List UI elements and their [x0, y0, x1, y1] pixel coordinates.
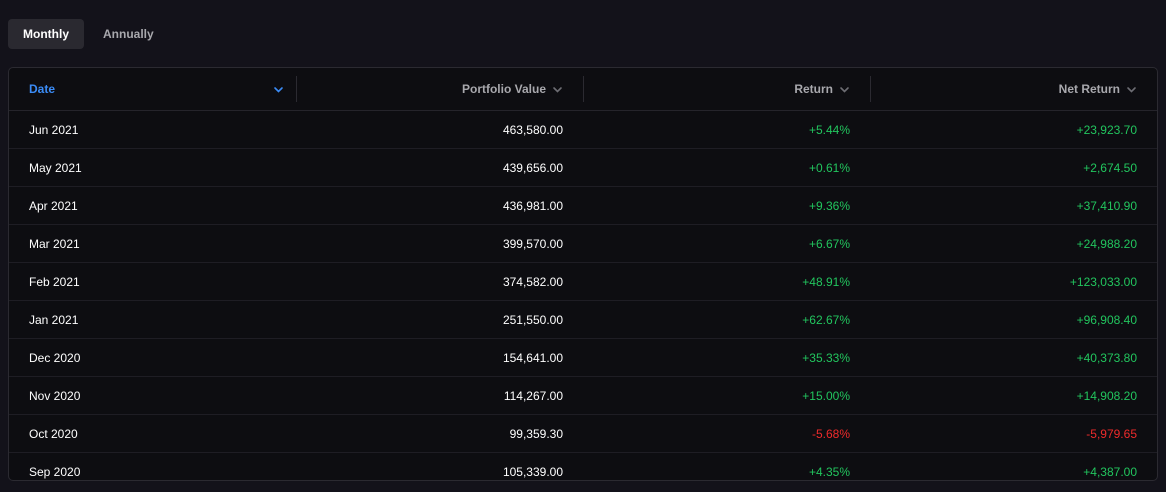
table-row: Dec 2020 154,641.00 +35.33% +40,373.80 — [9, 339, 1157, 377]
net-return-cell: +23,923.70 — [1076, 122, 1137, 137]
table-row: May 2021 439,656.00 +0.61% +2,674.50 — [9, 149, 1157, 187]
portfolio-value-cell: 463,580.00 — [502, 122, 563, 137]
net-return-cell: +123,033.00 — [1069, 274, 1137, 289]
table-row: Jan 2021 251,550.00 +62.67% +96,908.40 — [9, 301, 1157, 339]
net-return-cell: +37,410.90 — [1076, 198, 1137, 213]
portfolio-value-cell: 99,359.30 — [509, 426, 563, 441]
net-return-cell: +40,373.80 — [1076, 350, 1137, 365]
return-cell: +15.00% — [802, 388, 850, 403]
date-cell: Apr 2021 — [29, 198, 78, 213]
portfolio-value-cell: 105,339.00 — [502, 464, 563, 479]
chevron-down-icon — [552, 84, 563, 95]
date-cell: Nov 2020 — [29, 388, 81, 403]
chevron-down-icon — [1126, 84, 1137, 95]
portfolio-value-cell: 374,582.00 — [502, 274, 563, 289]
table-row: Jun 2021 463,580.00 +5.44% +23,923.70 — [9, 111, 1157, 149]
chevron-down-icon — [273, 84, 284, 95]
date-cell: Feb 2021 — [29, 274, 80, 289]
column-header-return-label: Return — [794, 82, 833, 96]
chevron-down-icon — [839, 84, 850, 95]
date-cell: Dec 2020 — [29, 350, 81, 365]
portfolio-value-cell: 436,981.00 — [502, 198, 563, 213]
column-header-return[interactable]: Return — [583, 68, 870, 110]
table-row: Oct 2020 99,359.30 -5.68% -5,979.65 — [9, 415, 1157, 453]
date-cell: Oct 2020 — [29, 426, 78, 441]
return-cell: +4.35% — [808, 464, 850, 479]
returns-table: Date Portfolio Value Return Net Return — [8, 67, 1158, 481]
portfolio-value-cell: 114,267.00 — [503, 388, 563, 403]
table-row: Nov 2020 114,267.00 +15.00% +14,908.20 — [9, 377, 1157, 415]
tab-annually[interactable]: Annually — [103, 27, 154, 41]
net-return-cell: +4,387.00 — [1083, 464, 1137, 479]
table-row: Sep 2020 105,339.00 +4.35% +4,387.00 — [9, 453, 1157, 480]
table-header: Date Portfolio Value Return Net Return — [9, 68, 1157, 111]
return-cell: -5.68% — [811, 426, 850, 441]
column-header-portfolio-value-label: Portfolio Value — [461, 82, 546, 96]
portfolio-value-cell: 251,550.00 — [502, 312, 563, 327]
table-row: Mar 2021 399,570.00 +6.67% +24,988.20 — [9, 225, 1157, 263]
portfolio-value-cell: 154,641.00 — [502, 350, 563, 365]
column-header-portfolio-value[interactable]: Portfolio Value — [296, 68, 583, 110]
portfolio-value-cell: 399,570.00 — [502, 236, 563, 251]
column-divider[interactable] — [583, 76, 584, 102]
net-return-cell: +2,674.50 — [1083, 160, 1137, 175]
date-cell: Sep 2020 — [29, 464, 81, 479]
column-header-date-label: Date — [29, 82, 56, 96]
return-cell: +0.61% — [808, 160, 850, 175]
column-divider[interactable] — [296, 76, 297, 102]
date-cell: Jun 2021 — [29, 122, 79, 137]
return-cell: +9.36% — [808, 198, 850, 213]
date-cell: Mar 2021 — [29, 236, 80, 251]
net-return-cell: +96,908.40 — [1076, 312, 1137, 327]
column-header-net-return[interactable]: Net Return — [870, 68, 1157, 110]
return-cell: +5.44% — [808, 122, 850, 137]
date-cell: Jan 2021 — [29, 312, 79, 327]
return-cell: +48.91% — [802, 274, 850, 289]
portfolio-value-cell: 439,656.00 — [502, 160, 563, 175]
period-tabs: Monthly Annually — [8, 19, 169, 49]
return-cell: +35.33% — [802, 350, 850, 365]
column-header-date[interactable]: Date — [9, 68, 296, 110]
tab-monthly[interactable]: Monthly — [8, 19, 84, 49]
net-return-cell: +24,988.20 — [1076, 236, 1137, 251]
table-row: Feb 2021 374,582.00 +48.91% +123,033.00 — [9, 263, 1157, 301]
table-row: Apr 2021 436,981.00 +9.36% +37,410.90 — [9, 187, 1157, 225]
return-cell: +62.67% — [802, 312, 850, 327]
return-cell: +6.67% — [808, 236, 850, 251]
net-return-cell: +14,908.20 — [1076, 388, 1137, 403]
column-header-net-return-label: Net Return — [1058, 82, 1120, 96]
net-return-cell: -5,979.65 — [1086, 426, 1137, 441]
date-cell: May 2021 — [29, 160, 82, 175]
column-divider[interactable] — [870, 76, 871, 102]
